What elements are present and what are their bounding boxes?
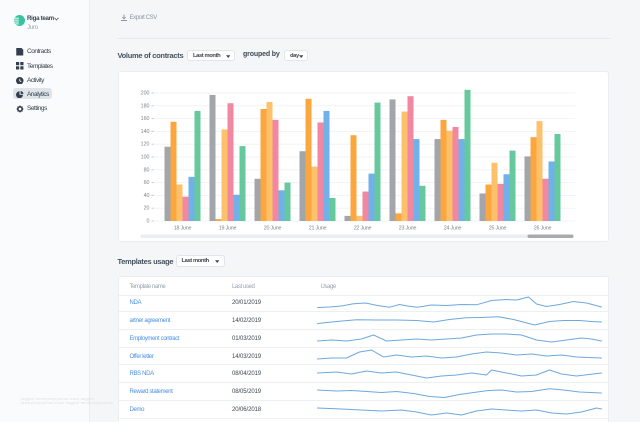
svg-text:24 June: 24 June (443, 226, 461, 232)
svg-text:18 June: 18 June (173, 226, 191, 232)
svg-text:40: 40 (143, 193, 149, 199)
svg-text:20 June: 20 June (263, 226, 281, 232)
svg-text:60: 60 (143, 180, 149, 186)
svg-text:0: 0 (146, 219, 149, 225)
svg-text:200: 200 (140, 91, 149, 97)
svg-text:25 June: 25 June (488, 226, 506, 232)
svg-text:23 June: 23 June (398, 226, 416, 232)
svg-text:19 June: 19 June (218, 226, 236, 232)
svg-text:80: 80 (143, 167, 149, 173)
svg-text:26 June: 26 June (533, 226, 551, 232)
svg-text:180: 180 (140, 103, 149, 109)
svg-text:120: 120 (140, 142, 149, 148)
svg-text:22 June: 22 June (353, 226, 371, 232)
svg-text:20: 20 (143, 206, 149, 212)
svg-text:21 June: 21 June (308, 226, 326, 232)
svg-text:140: 140 (140, 129, 149, 135)
svg-text:100: 100 (140, 155, 149, 161)
svg-text:160: 160 (140, 116, 149, 122)
